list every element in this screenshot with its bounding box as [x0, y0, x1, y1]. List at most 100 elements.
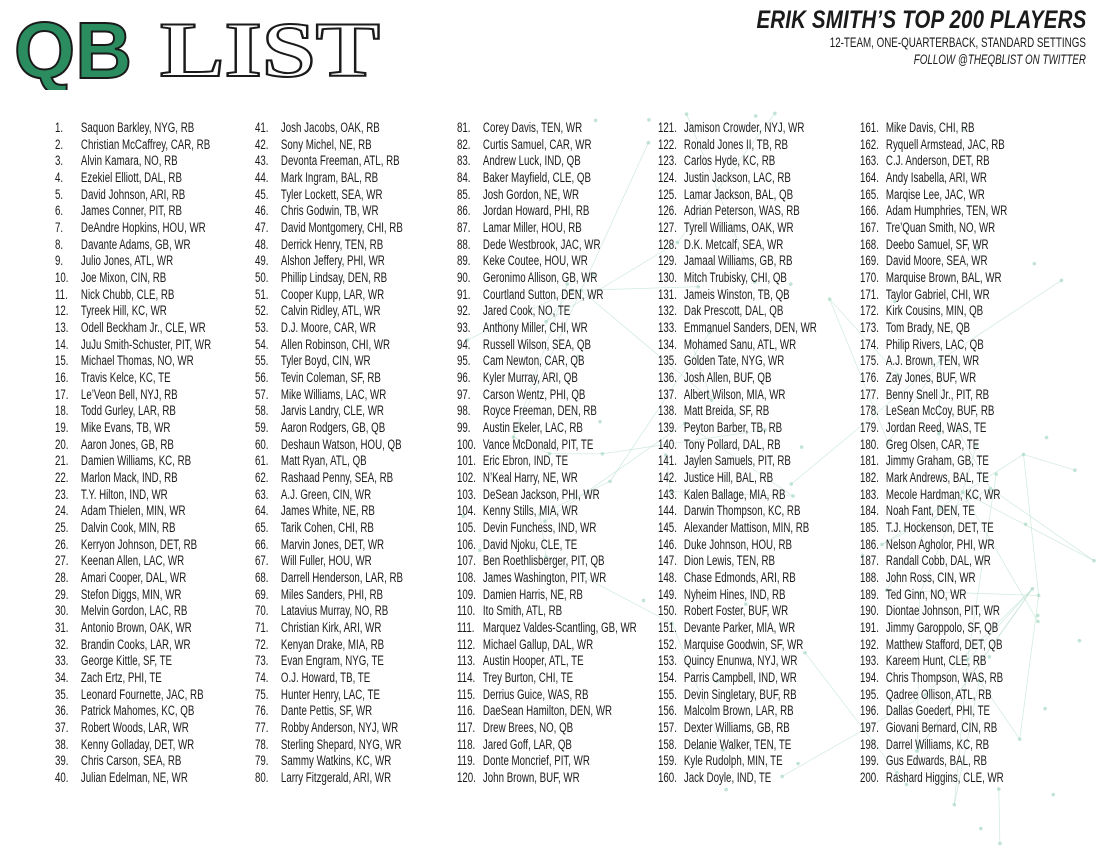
player-rank: 75.: [255, 686, 269, 702]
network-line: [916, 588, 1033, 752]
network-node: [724, 787, 728, 792]
network-line: [513, 290, 582, 438]
player-rank: 49.: [255, 253, 269, 269]
player-list-item: 9. Julio Jones, ATL, WR: [55, 253, 173, 269]
player-list-item: 95. Cam Newton, CAR, QB: [457, 353, 584, 369]
player-name-team-position: Matthew Stafford, DET, QB: [885, 636, 1003, 652]
player-name-team-position: Will Fuller, HOU, WR: [280, 553, 372, 569]
player-rank: 168.: [860, 236, 879, 252]
player-name-team-position: Kyler Murray, ARI, QB: [482, 370, 578, 386]
network-line: [539, 481, 611, 515]
player-list-item: 140. Tony Pollard, DAL, RB: [658, 437, 781, 453]
player-list-item: 160. Jack Doyle, IND, TE: [658, 770, 771, 786]
network-node: [962, 127, 967, 132]
player-rank: 89.: [457, 253, 471, 269]
player-list-item: 59. Aaron Rodgers, GB, QB: [255, 420, 385, 436]
player-list-item: 64. James White, NE, RB: [255, 503, 375, 519]
player-list-item: 15. Michael Thomas, NO, WR: [55, 353, 194, 369]
player-rank: 192.: [860, 636, 879, 652]
player-rank: 144.: [658, 503, 677, 519]
player-rank: 92.: [457, 303, 471, 319]
player-rank: 148.: [658, 570, 677, 586]
player-list-item: 101. Eric Ebron, IND, TE: [457, 453, 568, 469]
player-name-team-position: Josh Allen, BUF, QB: [683, 370, 772, 386]
player-list-item: 103. DeSean Jackson, PHI, WR: [457, 487, 600, 503]
player-name-team-position: Quincy Enunwa, NYJ, WR: [683, 653, 798, 669]
player-name-team-position: Albert Wilson, MIA, WR: [683, 386, 786, 402]
player-rank: 23.: [55, 486, 69, 502]
player-name-team-position: Kenny Golladay, DET, WR: [80, 736, 195, 752]
player-list-item: 179. Jordan Reed, WAS, TE: [860, 420, 986, 436]
player-list-item: 147. Dion Lewis, TEN, RB: [658, 553, 775, 569]
player-name-team-position: Devin Singletary, BUF, RB: [683, 686, 797, 702]
player-rank: 80.: [255, 770, 269, 786]
network-line: [684, 422, 794, 497]
player-list-item: 10. Joe Mixon, CIN, RB: [55, 270, 166, 286]
player-name-team-position: Jared Cook, NO, TE: [482, 303, 571, 319]
network-node: [1092, 558, 1096, 563]
player-list-item: 82. Curtis Samuel, CAR, WR: [457, 137, 591, 153]
twitter-follow-text: FOLLOW @THEQBLIST ON TWITTER: [913, 51, 1086, 67]
player-list-item: 69. Miles Sanders, PHI, RB: [255, 587, 383, 603]
player-rank: 121.: [658, 120, 677, 135]
player-rank: 19.: [55, 420, 69, 436]
player-rank: 107.: [457, 553, 476, 569]
player-name-team-position: Matt Breida, SF, RB: [683, 403, 770, 419]
player-name-team-position: Phillip Lindsay, DEN, RB: [280, 270, 388, 286]
player-list-item: 4. Ezekiel Elliott, DAL, RB: [55, 170, 182, 186]
player-rank: 164.: [860, 170, 879, 185]
player-name-team-position: Matt Ryan, ATL, QB: [280, 453, 367, 469]
player-name-team-position: Nelson Agholor, PHI, WR: [885, 536, 995, 552]
player-rank: 125.: [658, 186, 677, 202]
network-line: [580, 142, 649, 291]
network-node: [994, 472, 998, 476]
player-rank: 162.: [860, 136, 879, 152]
player-name-team-position: Greg Olsen, CAR, TE: [885, 436, 980, 452]
player-name-team-position: N’Keal Harry, NE, WR: [482, 470, 578, 486]
network-line: [602, 429, 766, 455]
player-list-item: 171. Taylor Gabriel, CHI, WR: [860, 287, 990, 303]
player-name-team-position: Kenyan Drake, MIA, RB: [280, 636, 385, 652]
player-rank: 87.: [457, 220, 471, 236]
player-name-team-position: Devin Funchess, IND, WR: [482, 520, 597, 536]
player-name-team-position: James Washington, PIT, WR: [482, 570, 607, 586]
network-node: [1032, 261, 1037, 266]
network-node: [570, 288, 574, 293]
player-name-team-position: Mike Williams, LAC, WR: [280, 386, 387, 402]
player-rank: 194.: [860, 670, 879, 686]
player-name-team-position: Robert Foster, BUF, WR: [683, 603, 789, 619]
network-node: [939, 507, 943, 511]
player-rank: 151.: [658, 620, 677, 636]
player-list-item: 77. Robby Anderson, NYJ, WR: [255, 720, 398, 736]
player-name-team-position: Dak Prescott, DAL, QB: [683, 303, 784, 319]
player-rank: 35.: [55, 686, 69, 702]
player-name-team-position: Ronald Jones II, TB, RB: [683, 136, 789, 152]
player-rank: 163.: [860, 153, 879, 169]
player-rank: 131.: [658, 286, 677, 302]
player-name-team-position: Mecole Hardman, KC, WR: [885, 486, 1001, 502]
player-rank: 7.: [55, 220, 64, 236]
player-list-item: 108. James Washington, PIT, WR: [457, 570, 606, 586]
player-rank: 44.: [255, 170, 269, 185]
player-list-item: 190. Diontae Johnson, PIT, WR: [860, 603, 1000, 619]
player-list-item: 115. Derrius Guice, WAS, RB: [457, 687, 588, 703]
player-rank: 13.: [55, 320, 69, 336]
network-node: [975, 247, 979, 251]
player-rank: 156.: [658, 703, 677, 719]
player-rank: 109.: [457, 586, 476, 602]
player-name-team-position: Damien Williams, KC, RB: [80, 453, 192, 469]
player-name-team-position: Antonio Brown, OAK, WR: [80, 620, 192, 636]
player-list-item: 94. Russell Wilson, SEA, QB: [457, 337, 591, 353]
network-line: [953, 659, 969, 805]
player-rank: 155.: [658, 686, 677, 702]
player-rank: 42.: [255, 136, 269, 152]
player-rank: 190.: [860, 603, 879, 619]
player-name-team-position: Michael Gallup, DAL, WR: [482, 636, 594, 652]
player-rank: 52.: [255, 303, 269, 319]
player-list-item: 17. Le’Veon Bell, NYJ, RB: [55, 387, 178, 403]
player-name-team-position: Alshon Jeffery, PHI, WR: [280, 253, 385, 269]
player-list-item: 84. Baker Mayfield, CLE, QB: [457, 170, 591, 186]
player-list-item: 139. Peyton Barber, TB, RB: [658, 420, 782, 436]
player-list-item: 192. Matthew Stafford, DET, QB: [860, 637, 1002, 653]
network-line: [677, 113, 776, 243]
